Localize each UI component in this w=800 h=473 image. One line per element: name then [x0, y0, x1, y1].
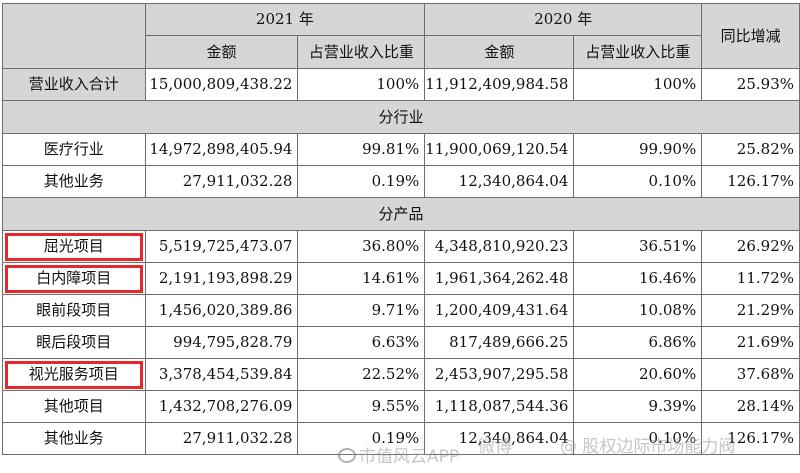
yoy-cell: 126.17%	[701, 165, 800, 198]
yoy-cell: 28.14%	[701, 390, 800, 423]
amount-2021-cell: 27,911,032.28	[144, 165, 299, 198]
row-label: 其他业务	[2, 422, 146, 455]
amount-2020-cell: 2,453,907,295.58	[424, 358, 575, 391]
ratio-2020-cell: 36.51%	[573, 230, 703, 263]
ratio-2021-cell: 14.61%	[297, 262, 426, 295]
row-label: 医疗行业	[2, 133, 146, 166]
yoy-cell: 126.17%	[701, 422, 800, 455]
amount-2021-cell: 27,911,032.28	[144, 422, 299, 455]
amount-2020-cell: 12,340,864.04	[424, 422, 575, 455]
table-row: 视光服务项目 3,378,454,539.84 22.52% 2,453,907…	[2, 358, 800, 391]
row-label: 眼后段项目	[2, 326, 146, 359]
amount-2021-cell: 3,378,454,539.84	[144, 358, 299, 391]
ratio-2020-cell: 0.10%	[573, 165, 703, 198]
ratio-2020-cell: 16.46%	[573, 262, 703, 295]
header-year-2021: 2021 年	[144, 3, 426, 36]
yoy-cell: 21.29%	[701, 294, 800, 327]
section-title-product: 分产品	[2, 197, 800, 231]
header-year-2020: 2020 年	[424, 3, 703, 36]
amount-2020-cell: 1,961,364,262.48	[424, 262, 575, 295]
row-label: 眼前段项目	[2, 294, 146, 327]
amount-2021-cell: 14,972,898,405.94	[144, 133, 299, 166]
amount-2021-cell: 5,519,725,473.07	[144, 230, 299, 263]
table-row: 白内障项目 2,191,193,898.29 14.61% 1,961,364,…	[2, 262, 800, 295]
row-label: 其他项目	[2, 390, 146, 423]
amount-2020-cell: 12,340,864.04	[424, 165, 575, 198]
yoy-cell: 37.68%	[701, 358, 800, 391]
ratio-2020-cell: 99.90%	[573, 133, 703, 166]
header-amount-2021: 金额	[144, 35, 299, 69]
row-label: 营业收入合计	[2, 68, 146, 101]
amount-2020-cell: 4,348,810,920.23	[424, 230, 575, 263]
ratio-2020-cell: 10.08%	[573, 294, 703, 327]
ratio-2021-cell: 99.81%	[297, 133, 426, 166]
ratio-2021-cell: 36.80%	[297, 230, 426, 263]
ratio-2020-cell: 6.86%	[573, 326, 703, 359]
amount-2021-cell: 994,795,828.79	[144, 326, 299, 359]
yoy-cell: 21.69%	[701, 326, 800, 359]
table-row: 其他项目 1,432,708,276.09 9.55% 1,118,087,54…	[2, 390, 800, 423]
watermark-weibo: 微博	[478, 437, 512, 457]
amount-2021-cell: 1,432,708,276.09	[144, 390, 299, 423]
watermark-handle: @ 股权边际市场能力阀	[560, 437, 736, 457]
ratio-2021-cell: 0.19%	[297, 165, 426, 198]
table-row: 其他业务 27,911,032.28 0.19% 12,340,864.04 0…	[2, 165, 800, 198]
ratio-2021-cell: 22.52%	[297, 358, 426, 391]
amount-2020-cell: 1,200,409,431.64	[424, 294, 575, 327]
ratio-2020-cell: 20.60%	[573, 358, 703, 391]
weibo-logo-icon	[338, 448, 356, 463]
amount-2020-cell: 1,118,087,544.36	[424, 390, 575, 423]
amount-2021-cell: 15,000,809,438.22	[144, 68, 299, 101]
table-row: 医疗行业 14,972,898,405.94 99.81% 11,900,069…	[2, 133, 800, 166]
header-corner	[2, 3, 146, 69]
yoy-cell: 25.82%	[701, 133, 800, 166]
table-row: 眼前段项目 1,456,020,389.86 9.71% 1,200,409,4…	[2, 294, 800, 327]
section-title-industry: 分行业	[2, 100, 800, 134]
header-yoy: 同比增减	[701, 3, 800, 69]
row-label-highlighted: 白内障项目	[2, 262, 146, 295]
amount-2021-cell: 1,456,020,389.86	[144, 294, 299, 327]
yoy-cell: 26.92%	[701, 230, 800, 263]
table-row-total: 营业收入合计 15,000,809,438.22 100% 11,912,409…	[2, 68, 800, 101]
ratio-2020-cell: 9.39%	[573, 390, 703, 423]
row-label: 其他业务	[2, 165, 146, 198]
ratio-2020-cell: 100%	[573, 68, 703, 101]
table-row: 屈光项目 5,519,725,473.07 36.80% 4,348,810,9…	[2, 230, 800, 263]
header-ratio-2020: 占营业收入比重	[573, 35, 703, 69]
amount-2020-cell: 11,912,409,984.58	[424, 68, 575, 101]
watermark-brand: 市值风云APP	[338, 442, 459, 467]
table-row: 其他业务 27,911,032.28 0.19% 12,340,864.04 0…	[2, 422, 800, 455]
yoy-cell: 11.72%	[701, 262, 800, 295]
ratio-2021-cell: 9.71%	[297, 294, 426, 327]
ratio-2021-cell: 100%	[297, 68, 426, 101]
ratio-2021-cell: 6.63%	[297, 326, 426, 359]
amount-2020-cell: 817,489,666.25	[424, 326, 575, 359]
header-amount-2020: 金额	[424, 35, 575, 69]
header-ratio-2021: 占营业收入比重	[297, 35, 426, 69]
table-row: 眼后段项目 994,795,828.79 6.63% 817,489,666.2…	[2, 326, 800, 359]
row-label-highlighted: 屈光项目	[2, 230, 146, 263]
amount-2020-cell: 11,900,069,120.54	[424, 133, 575, 166]
amount-2021-cell: 2,191,193,898.29	[144, 262, 299, 295]
row-label-highlighted: 视光服务项目	[2, 358, 146, 391]
ratio-2020-cell: 0.10%	[573, 422, 703, 455]
ratio-2021-cell: 9.55%	[297, 390, 426, 423]
yoy-cell: 25.93%	[701, 68, 800, 101]
revenue-table: 2021 年 2020 年 同比增减 金额 占营业收入比重 金额 占营业收入比重…	[2, 3, 800, 455]
